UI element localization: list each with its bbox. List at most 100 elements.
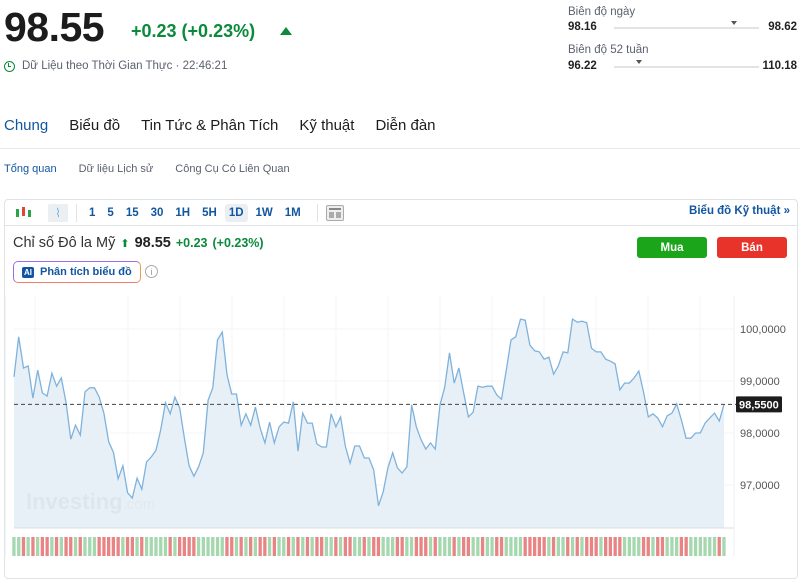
volume-bar bbox=[703, 537, 707, 556]
volume-bar bbox=[59, 537, 63, 556]
table-view-icon[interactable] bbox=[325, 204, 344, 221]
interval-1w[interactable]: 1W bbox=[255, 206, 273, 219]
volume-bar bbox=[471, 537, 475, 556]
volume-bar bbox=[708, 537, 712, 556]
week52-range-marker-icon bbox=[635, 60, 642, 64]
volume-bar bbox=[466, 537, 470, 556]
volume-bar bbox=[286, 537, 291, 556]
volume-bar bbox=[21, 537, 26, 556]
up-arrow-icon bbox=[280, 27, 292, 35]
interval-5[interactable]: 5 bbox=[107, 206, 114, 219]
volume-bar bbox=[656, 537, 660, 556]
volume-bar bbox=[230, 537, 234, 556]
price-change: +0.23 (+0.23%) bbox=[131, 21, 256, 41]
tab-technical[interactable]: Kỹ thuật bbox=[299, 117, 355, 134]
interval-5h[interactable]: 5H bbox=[202, 206, 217, 219]
day-range-marker-icon bbox=[731, 21, 738, 25]
interval-1h[interactable]: 1H bbox=[175, 206, 191, 219]
volume-bar bbox=[376, 537, 381, 556]
interval-1[interactable]: 1 bbox=[89, 206, 96, 219]
volume-bar bbox=[362, 537, 366, 556]
volume-bar bbox=[372, 537, 376, 556]
volume-bar bbox=[627, 537, 631, 556]
volume-bar bbox=[665, 537, 669, 556]
volume-bar bbox=[78, 537, 82, 556]
volume-bar bbox=[263, 537, 267, 556]
subtab-related-tools[interactable]: Công Cụ Có Liên Quan bbox=[175, 163, 290, 175]
y-tick-label: 97,0000 bbox=[740, 480, 780, 492]
volume-bar bbox=[343, 537, 347, 556]
volume-bar bbox=[660, 537, 665, 556]
volume-bar bbox=[168, 537, 172, 556]
realtime-status: Dữ Liệu theo Thời Gian Thực · 22:46:21 bbox=[4, 60, 227, 72]
ai-button-label: Phân tích biểu đồ bbox=[40, 266, 132, 278]
week52-range-low: 96.22 bbox=[568, 60, 597, 72]
toolbar-separator bbox=[76, 203, 77, 222]
realtime-label: Dữ Liệu theo Thời Gian Thực · 22:46:21 bbox=[22, 60, 228, 72]
area-chart-icon[interactable]: ⌇ bbox=[48, 203, 68, 222]
volume-bar bbox=[670, 537, 674, 556]
volume-bar bbox=[244, 537, 248, 556]
tab-overview[interactable]: Chung bbox=[4, 117, 49, 134]
tab-chart[interactable]: Biểu đồ bbox=[69, 117, 121, 134]
chart-toolbar: ⌇ 1 5 15 30 1H 5H 1D 1W 1M bbox=[5, 200, 797, 226]
volume-bar bbox=[523, 537, 527, 556]
volume-bar bbox=[83, 537, 87, 556]
subtab-historical-data[interactable]: Dữ liệu Lịch sử bbox=[78, 163, 154, 175]
volume-bar bbox=[54, 537, 59, 556]
volume-bar bbox=[542, 537, 546, 556]
volume-bar bbox=[64, 537, 68, 556]
volume-bar bbox=[88, 537, 92, 556]
interval-15[interactable]: 15 bbox=[125, 206, 139, 219]
volume-bar bbox=[405, 537, 409, 556]
price-chart[interactable]: Investing.com100,000099,000098,000097,00… bbox=[0, 0, 800, 556]
volume-bar bbox=[258, 537, 262, 556]
day-range-low: 98.16 bbox=[568, 21, 597, 33]
volume-bar bbox=[102, 537, 106, 556]
volume-bar bbox=[485, 537, 489, 556]
ai-chart-analysis-button[interactable]: AI Phân tích biểu đồ bbox=[13, 261, 141, 283]
volume-bar bbox=[211, 537, 215, 556]
volume-bar bbox=[698, 537, 702, 556]
tab-forum[interactable]: Diễn đàn bbox=[375, 117, 436, 134]
volume-bar bbox=[480, 537, 485, 556]
tab-news-analysis[interactable]: Tin Tức & Phân Tích bbox=[141, 117, 279, 134]
volume-bar bbox=[679, 537, 683, 556]
volume-bar bbox=[561, 537, 565, 556]
volume-bar bbox=[107, 537, 111, 556]
subtab-summary[interactable]: Tổng quan bbox=[4, 163, 57, 175]
volume-bar bbox=[116, 537, 120, 556]
technical-chart-link[interactable]: Biểu đồ Kỹ thuật » bbox=[689, 205, 790, 217]
interval-1d[interactable]: 1D bbox=[224, 203, 248, 222]
tabs-divider bbox=[0, 148, 800, 149]
volume-bar bbox=[182, 537, 186, 556]
ai-icon: AI bbox=[22, 266, 34, 278]
info-icon[interactable]: i bbox=[145, 265, 158, 278]
volume-bar bbox=[45, 537, 49, 556]
volume-bar bbox=[225, 537, 229, 556]
volume-bar bbox=[178, 537, 182, 556]
volume-bar bbox=[334, 537, 338, 556]
volume-bar bbox=[159, 537, 163, 556]
volume-bar bbox=[518, 537, 523, 556]
volume-bar bbox=[509, 537, 513, 556]
volume-bar bbox=[135, 537, 139, 556]
volume-bar bbox=[272, 537, 276, 556]
day-range-high: 98.62 bbox=[768, 21, 797, 33]
volume-bar bbox=[192, 537, 196, 556]
sell-button[interactable]: Bán bbox=[717, 237, 787, 258]
candlestick-icon[interactable] bbox=[14, 206, 32, 220]
volume-bar bbox=[277, 537, 281, 556]
volume-bar bbox=[594, 537, 598, 556]
volume-bar bbox=[495, 537, 499, 556]
last-price: 98.55 bbox=[4, 4, 105, 50]
volume-bar bbox=[428, 537, 433, 556]
volume-bar bbox=[433, 537, 437, 556]
volume-bar bbox=[457, 537, 461, 556]
y-tick-label: 100,0000 bbox=[740, 324, 786, 336]
volume-bar bbox=[585, 537, 589, 556]
volume-bar bbox=[689, 537, 693, 556]
buy-button[interactable]: Mua bbox=[637, 237, 707, 258]
interval-30[interactable]: 30 bbox=[150, 206, 164, 219]
interval-1m[interactable]: 1M bbox=[284, 206, 301, 219]
